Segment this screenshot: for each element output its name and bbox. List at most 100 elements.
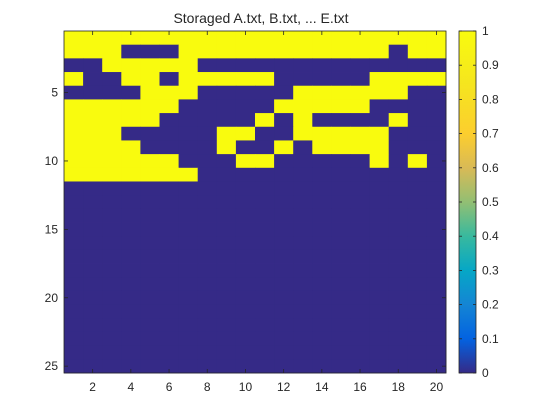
heatmap-cell-r13-c19 (407, 195, 428, 210)
heatmap-cell-r17-c14 (312, 249, 332, 264)
heatmap-cell-r7-c8 (197, 113, 218, 128)
heatmap-cell-r24-c6 (159, 345, 179, 360)
heatmap-cell-r9-c8 (197, 140, 218, 155)
heatmap-cell-r11-c5 (140, 167, 160, 182)
heatmap-cell-r11-c1 (64, 167, 84, 182)
heatmap-cell-r8-c11 (255, 126, 275, 141)
heatmap-cell-r23-c5 (140, 331, 160, 347)
heatmap-cell-r18-c14 (312, 263, 332, 278)
heatmap-cell-r1-c2 (83, 31, 103, 46)
heatmap-cell-r5-c17 (369, 85, 390, 100)
heatmap-cell-r6-c20 (426, 99, 447, 114)
heatmap-cell-r12-c14 (312, 181, 332, 196)
heatmap-cell-r19-c14 (312, 277, 332, 292)
heatmap-cell-r2-c7 (178, 44, 199, 59)
heatmap-cell-r9-c12 (274, 140, 294, 155)
heatmap-cell-r23-c2 (83, 331, 103, 347)
heatmap-cell-r12-c4 (121, 181, 141, 196)
heatmap-cell-r14-c15 (331, 208, 351, 223)
heatmap-cell-r3-c7 (178, 58, 199, 73)
heatmap-cell-r3-c6 (159, 58, 179, 73)
heatmap-cell-r19-c11 (255, 277, 275, 292)
heatmap-cell-r17-c3 (102, 249, 122, 264)
heatmap-cell-r6-c3 (102, 99, 122, 114)
heatmap-cell-r15-c20 (426, 222, 447, 237)
x-tick-label: 8 (204, 380, 211, 394)
heatmap-cell-r21-c10 (235, 304, 256, 319)
heatmap-cell-r24-c13 (293, 345, 313, 360)
heatmap-cell-r16-c19 (407, 236, 428, 251)
heatmap-cell-r14-c6 (159, 208, 179, 223)
heatmap-cell-r4-c20 (426, 72, 447, 87)
heatmap-cell-r19-c13 (293, 277, 313, 292)
heatmap-cell-r18-c10 (235, 263, 256, 278)
heatmap-cell-r18-c2 (83, 263, 103, 278)
heatmap-cell-r25-c4 (121, 359, 141, 374)
heatmap-cell-r21-c14 (312, 304, 332, 319)
heatmap-cell-r3-c4 (121, 58, 141, 73)
heatmap-cell-r1-c3 (102, 31, 122, 46)
heatmap-cell-r25-c3 (102, 359, 122, 374)
heatmap-cell-r2-c3 (102, 44, 122, 59)
y-tick-label: 15 (45, 222, 59, 236)
heatmap-cell-r19-c3 (102, 277, 122, 292)
heatmap-cell-r11-c9 (216, 167, 237, 182)
heatmap-cell-r23-c15 (331, 331, 351, 347)
heatmap-cell-r22-c4 (121, 318, 141, 333)
heatmap-cell-r6-c14 (312, 99, 332, 114)
heatmap-cell-r11-c2 (83, 167, 103, 182)
heatmap-cell-r24-c18 (388, 345, 409, 360)
heatmap-cell-r22-c1 (64, 318, 84, 333)
heatmap-cell-r22-c15 (331, 318, 351, 333)
heatmap-cell-r2-c13 (293, 44, 313, 59)
heatmap-cell-r14-c2 (83, 208, 103, 223)
heatmap-cell-r6-c13 (293, 99, 313, 114)
heatmap-cell-r15-c16 (350, 222, 370, 237)
heatmap-cell-r4-c10 (235, 72, 256, 87)
heatmap-cell-r18-c1 (64, 263, 84, 278)
heatmap-cell-r6-c15 (331, 99, 351, 114)
heatmap-cell-r1-c6 (159, 31, 179, 46)
heatmap-cell-r5-c1 (64, 85, 84, 100)
heatmap-cell-r17-c7 (178, 249, 199, 264)
colorbar-tick-label: 0.9 (482, 58, 499, 72)
heatmap-cell-r13-c18 (388, 195, 409, 210)
heatmap-cell-r9-c4 (121, 140, 141, 155)
heatmap-cell-r5-c16 (350, 85, 370, 100)
heatmap-cell-r24-c14 (312, 345, 332, 360)
heatmap-cell-r13-c10 (235, 195, 256, 210)
heatmap-cell-r5-c18 (388, 85, 409, 100)
heatmap-cell-r18-c6 (159, 263, 179, 278)
heatmap-cell-r6-c7 (178, 99, 199, 114)
heatmap-cell-r22-c12 (274, 318, 294, 333)
heatmap-cell-r22-c2 (83, 318, 103, 333)
heatmap-cell-r2-c16 (350, 44, 370, 59)
heatmap-cell-r24-c10 (235, 345, 256, 360)
heatmap-cell-r13-c17 (369, 195, 390, 210)
y-tick-label: 5 (51, 86, 58, 100)
y-tick-label: 20 (45, 291, 59, 305)
heatmap-cell-r12-c16 (350, 181, 370, 196)
heatmap-cell-r14-c4 (121, 208, 141, 223)
heatmap-cell-r8-c5 (140, 126, 160, 141)
heatmap-cell-r22-c7 (178, 318, 199, 333)
heatmap-cell-r12-c15 (331, 181, 351, 196)
heatmap-cell-r10-c17 (369, 154, 390, 169)
heatmap-cell-r19-c5 (140, 277, 160, 292)
heatmap-cell-r1-c11 (255, 31, 275, 46)
chart-title: Storaged A.txt, B.txt, ... E.txt (173, 10, 348, 26)
heatmap-cell-r11-c11 (255, 167, 275, 182)
heatmap-cell-r6-c9 (216, 99, 237, 114)
heatmap-cell-r3-c8 (197, 58, 218, 73)
heatmap-cell-r5-c3 (102, 85, 122, 100)
heatmap-cell-r2-c20 (426, 44, 447, 59)
heatmap-cell-r4-c19 (407, 72, 428, 87)
heatmap-cell-r8-c19 (407, 126, 428, 141)
heatmap-cell-r17-c10 (235, 249, 256, 264)
heatmap-cell-r3-c18 (388, 58, 409, 73)
heatmap-cell-r15-c8 (197, 222, 218, 237)
heatmap-cell-r12-c13 (293, 181, 313, 196)
heatmap-cell-r18-c4 (121, 263, 141, 278)
heatmap-cell-r4-c15 (331, 72, 351, 87)
y-axis: 5 10 15 20 25 (45, 86, 446, 373)
